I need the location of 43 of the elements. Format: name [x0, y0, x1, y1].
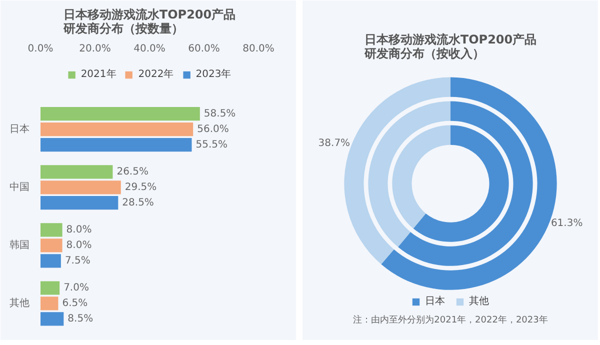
- legend-label: 其他: [469, 294, 489, 308]
- data-label: 7.5%: [64, 255, 90, 266]
- bar: [40, 196, 118, 210]
- text: 注：由内至外分别为2021年，2022年，2023年: [353, 314, 548, 326]
- y-tick-label: 韩国: [10, 238, 30, 251]
- data-label: 8.0%: [66, 240, 92, 251]
- bar: [40, 254, 61, 268]
- data-label: 55.5%: [196, 139, 228, 150]
- bar: [40, 165, 113, 179]
- data-label: 29.5%: [124, 182, 157, 193]
- bar: [40, 180, 121, 194]
- data-label: 58.5%: [204, 108, 236, 120]
- bar: [40, 312, 64, 326]
- x-tick-label: 20.0%: [79, 44, 111, 54]
- y-tick-label: 其他: [10, 296, 30, 309]
- data-label: 56.0%: [197, 124, 229, 135]
- bar: [40, 281, 60, 295]
- bar: [40, 238, 62, 252]
- bar: [40, 138, 192, 152]
- bar: [40, 107, 200, 121]
- y-tick-label: 日本: [10, 122, 30, 135]
- data-label: 8.0%: [66, 224, 92, 236]
- data-label: 26.5%: [116, 166, 148, 178]
- bar: [40, 223, 62, 237]
- data-label: 28.5%: [122, 197, 154, 208]
- x-tick-label: 60.0%: [188, 44, 220, 54]
- legend-label: 日本: [425, 294, 445, 308]
- legend-label: 2021年: [80, 68, 116, 81]
- x-tick-label: 40.0%: [134, 44, 166, 54]
- legend-label: 2022年: [138, 68, 174, 81]
- legend-label: 2023年: [196, 68, 232, 81]
- data-label: 38.7%: [318, 138, 350, 150]
- x-tick-label: 80.0%: [242, 44, 274, 54]
- data-label: 61.3%: [550, 218, 583, 230]
- data-label: 7.0%: [64, 282, 89, 294]
- x-tick-label: 0.0%: [28, 44, 54, 54]
- data-label: 6.5%: [62, 298, 88, 309]
- data-label: 8.5%: [68, 313, 94, 324]
- chart-title: 日本移动游戏流水TOP200产品研发商分布（按数量）: [62, 8, 236, 36]
- y-tick-label: 中国: [10, 180, 30, 193]
- bar: [40, 296, 58, 310]
- chart-title: 日本移动游戏流水TOP200产品研发商分布（按收入）: [363, 32, 537, 60]
- bar: [40, 122, 194, 136]
